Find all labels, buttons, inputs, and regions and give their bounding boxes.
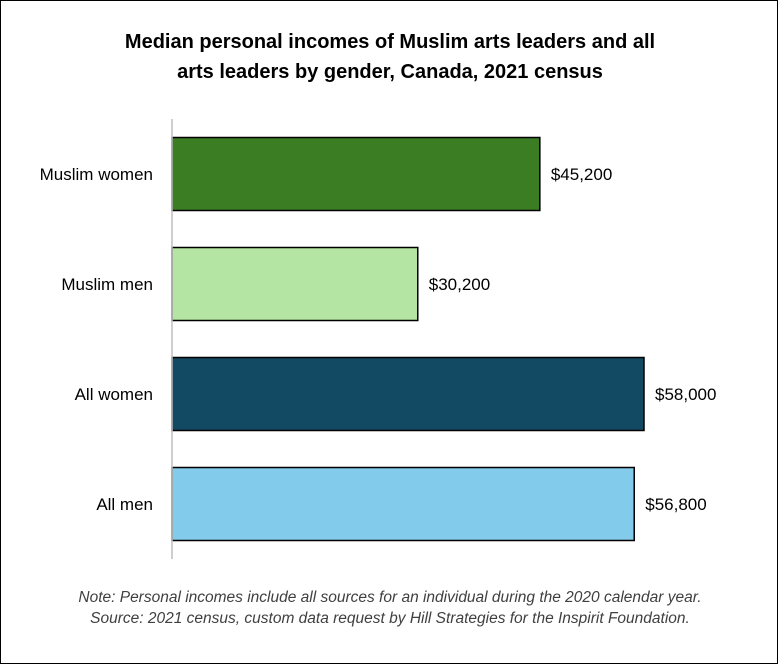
category-label: All men	[96, 495, 153, 514]
category-label: All women	[75, 385, 153, 404]
bar-muslim-women	[171, 136, 541, 212]
chart-title-line-2: arts leaders by gender, Canada, 2021 cen…	[177, 61, 603, 83]
category-label: Muslim women	[40, 165, 153, 184]
bar-all-women	[171, 356, 645, 432]
value-label: $30,200	[429, 275, 490, 294]
value-label: $45,200	[551, 165, 612, 184]
value-label: $58,000	[655, 385, 716, 404]
category-label: Muslim men	[61, 275, 153, 294]
bar-muslim-men	[171, 246, 419, 322]
chart-title: Median personal incomes of Muslim arts l…	[61, 27, 719, 87]
chart-title-line-1: Median personal incomes of Muslim arts l…	[124, 31, 656, 53]
note-line-1: Note: Personal incomes include all sourc…	[78, 589, 702, 606]
value-label: $56,800	[645, 495, 706, 514]
chart-note: Note: Personal incomes include all sourc…	[21, 587, 759, 629]
bar-all-men	[171, 466, 635, 542]
note-line-2: Source: 2021 census, custom data request…	[90, 610, 690, 627]
